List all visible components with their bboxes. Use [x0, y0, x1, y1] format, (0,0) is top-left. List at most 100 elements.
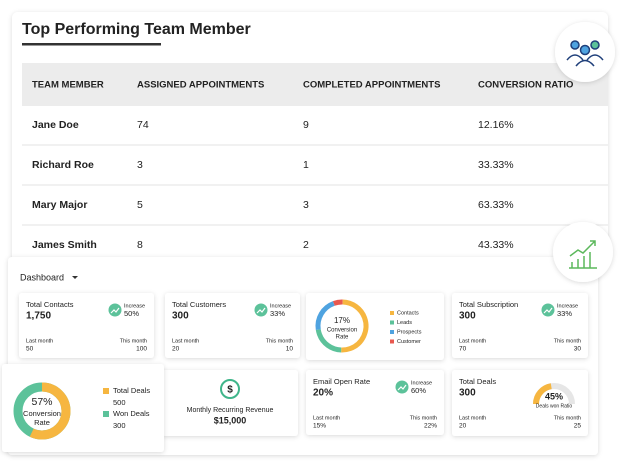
change-label: Increase	[557, 303, 578, 309]
last-month-value: 15%	[313, 423, 326, 430]
legend-label: Won Deals	[113, 409, 150, 418]
mrr-label: Monthly Recurring Revenue	[187, 407, 274, 414]
card	[306, 293, 444, 360]
table-cell: 3	[303, 199, 309, 211]
this-month-label: This month	[120, 338, 147, 344]
change-value: 60%	[411, 386, 426, 395]
table-cell: 9	[303, 119, 309, 131]
dashboard-menu[interactable]: Dashboard	[20, 272, 64, 282]
table-cell: Mary Major	[32, 199, 87, 211]
legend-label: Total Deals	[113, 386, 150, 395]
last-month-value: 20	[172, 346, 180, 353]
gauge-label: 57%	[31, 396, 52, 408]
card-title: Total Deals	[459, 377, 496, 386]
increase-icon	[108, 303, 122, 317]
table-cell: 8	[137, 239, 143, 251]
gauge-arc	[533, 383, 575, 405]
growth-icon	[569, 240, 597, 269]
this-month-value: 10	[286, 346, 294, 353]
donut-segment	[315, 299, 369, 353]
gauge-label: 45%	[545, 391, 563, 401]
increase-icon	[254, 303, 268, 317]
legend-swatch	[103, 388, 109, 394]
last-month-label: Last month	[26, 338, 53, 344]
legend-label: Customer	[397, 339, 421, 345]
donut-segment	[315, 299, 369, 353]
card	[162, 370, 298, 436]
legend-value: 500	[113, 398, 126, 407]
legend-label: Prospects	[397, 329, 422, 335]
table-cell: James Smith	[32, 239, 97, 251]
table-cell: 74	[137, 119, 149, 131]
legend-value: 300	[113, 421, 126, 430]
card-title: Total Customers	[172, 300, 226, 309]
last-month-label: Last month	[459, 415, 486, 421]
donut-label: Rate	[336, 335, 349, 341]
this-month-label: This month	[410, 415, 437, 421]
table-header	[22, 63, 608, 106]
mrr-icon-symbol: $	[227, 385, 233, 396]
table-cell: Jane Doe	[32, 119, 79, 131]
card-value: 20%	[313, 388, 333, 399]
increase-arrow	[110, 307, 120, 314]
table-title: Top Performing Team Member	[22, 21, 251, 38]
change-value: 33%	[557, 309, 572, 318]
table-cell: 3	[137, 159, 143, 171]
card	[306, 370, 444, 435]
this-month-value: 25	[574, 423, 582, 430]
table-cell: 33.33%	[478, 159, 514, 171]
card-title: Email Open Rate	[313, 377, 370, 386]
legend-swatch	[390, 330, 394, 334]
dropdown-caret[interactable]	[72, 276, 78, 279]
mrr-value: $15,000	[214, 415, 247, 425]
last-month-value: 50	[26, 346, 34, 353]
last-month-label: Last month	[172, 338, 199, 344]
legend-label: Contacts	[397, 310, 419, 316]
change-label: Increase	[124, 303, 145, 309]
increase-arrow	[397, 384, 407, 391]
last-month-label: Last month	[459, 338, 486, 344]
card-value: 1,750	[26, 311, 51, 322]
change-label: Increase	[270, 303, 291, 309]
card-title: Total Subscription	[459, 300, 518, 309]
table-cell: 2	[303, 239, 309, 251]
team-icon	[566, 40, 604, 67]
card-value: 300	[172, 311, 189, 322]
increase-icon	[541, 303, 555, 317]
last-month-value: 70	[459, 346, 467, 353]
legend-label: Leads	[397, 320, 412, 326]
table-cell: 5	[137, 199, 143, 211]
column-header: COMPLETED APPOINTMENTS	[303, 80, 440, 91]
legend-swatch	[390, 320, 394, 325]
column-header: CONVERSION RATIO	[478, 80, 573, 91]
donut-segment	[315, 299, 369, 353]
card-value: 300	[459, 311, 476, 322]
legend-swatch	[103, 411, 109, 417]
change-value: 50%	[124, 309, 139, 318]
legend-swatch	[390, 311, 394, 315]
column-header: TEAM MEMBER	[32, 80, 104, 91]
table-cell: 1	[303, 159, 309, 171]
gauge-caption: Rate	[34, 418, 50, 427]
this-month-label: This month	[266, 338, 293, 344]
card-value: 300	[459, 388, 476, 399]
table-cell: 43.33%	[478, 239, 514, 251]
last-month-label: Last month	[313, 415, 340, 421]
increase-arrow	[543, 307, 553, 314]
card-title: Total Contacts	[26, 300, 74, 309]
this-month-label: This month	[554, 415, 581, 421]
donut-label: Conversion	[327, 328, 357, 334]
gauge-caption: Conversion	[23, 409, 61, 418]
table: Top Performing Team Member TEAM MEMBER AS…	[22, 21, 608, 251]
table-cell: 63.33%	[478, 199, 514, 211]
column-header: ASSIGNED APPOINTMENTS	[137, 80, 264, 91]
gauge-arc	[13, 382, 71, 440]
increase-icon	[395, 380, 409, 394]
legend-swatch	[390, 339, 394, 344]
this-month-value: 22%	[424, 423, 437, 430]
table-cell: 12.16%	[478, 119, 514, 131]
change-value: 33%	[270, 309, 285, 318]
this-month-label: This month	[554, 338, 581, 344]
